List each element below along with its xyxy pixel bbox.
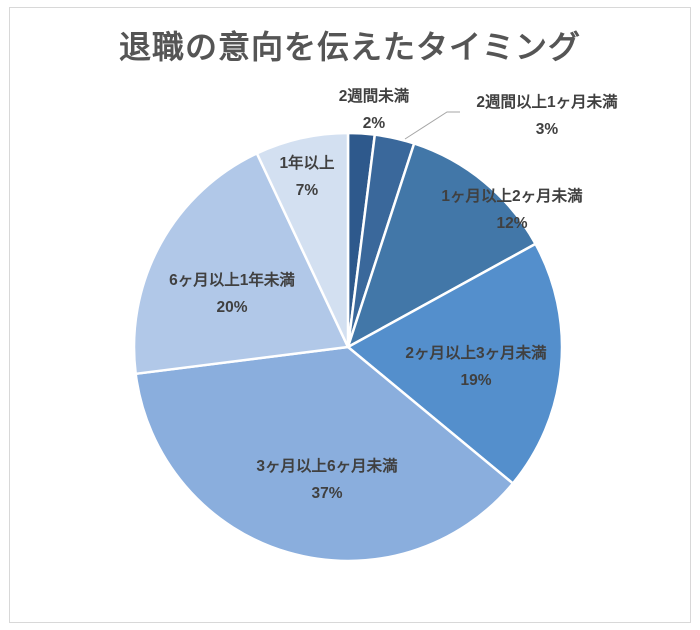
pie-slice-4 [134,345,515,563]
pie-slice-3 [346,242,564,485]
chart-title: 退職の意向を伝えたタイミング [118,29,581,65]
leader-line-1 [404,111,460,140]
pie-slice-2 [346,142,537,349]
pie-slice-6 [255,131,350,349]
pie-slice-5 [132,152,350,376]
